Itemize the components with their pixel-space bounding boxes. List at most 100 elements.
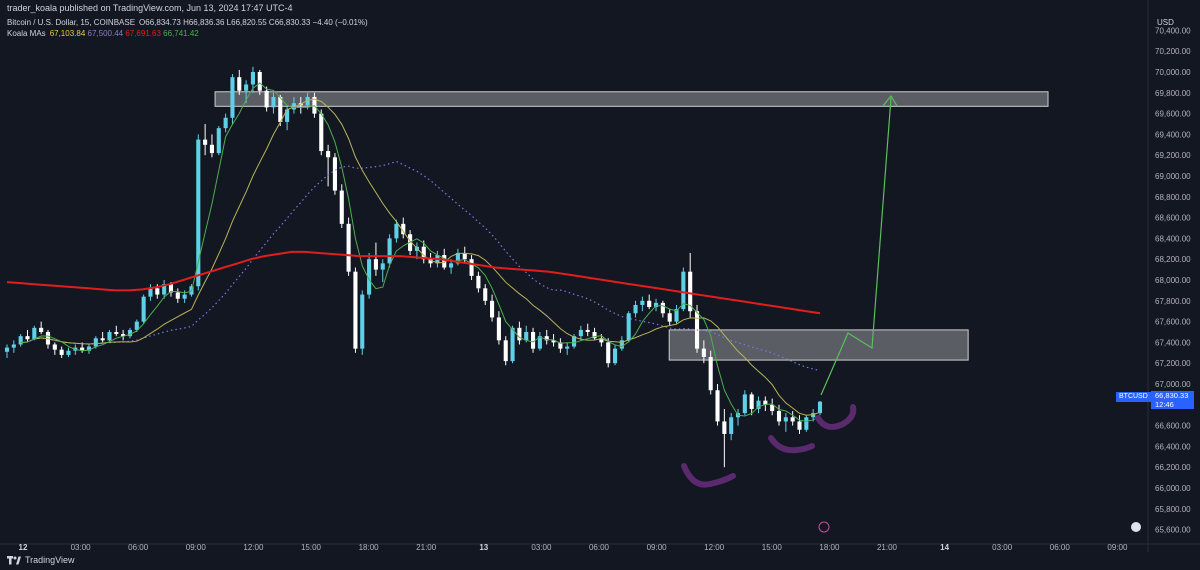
candle-body xyxy=(428,259,433,264)
candle-body xyxy=(551,340,556,343)
footer xyxy=(0,552,1200,570)
candle-body xyxy=(100,338,105,341)
candle-body xyxy=(565,346,570,349)
candle-body xyxy=(127,329,133,337)
y-tick-label: 67,800.00 xyxy=(1155,297,1191,306)
x-tick-label: 09:00 xyxy=(1107,543,1128,552)
projection-arrow xyxy=(820,97,892,396)
y-tick-label: 66,400.00 xyxy=(1155,442,1191,451)
candle-body xyxy=(490,300,495,318)
y-tick-label: 68,800.00 xyxy=(1155,193,1191,202)
indicator-name[interactable]: Koala MAs xyxy=(7,29,46,38)
y-tick-label: 70,200.00 xyxy=(1155,47,1191,56)
tradingview-logo[interactable]: TradingView xyxy=(7,555,75,565)
candle-body xyxy=(483,288,488,301)
candle-body xyxy=(524,332,529,341)
bottom-curve-right xyxy=(815,404,857,430)
candle-body xyxy=(729,417,734,434)
y-tick-label: 68,600.00 xyxy=(1155,214,1191,223)
candle-body xyxy=(244,84,249,91)
candle-body xyxy=(510,327,515,362)
y-tick-label: 69,400.00 xyxy=(1155,130,1191,139)
candle-body xyxy=(756,400,761,409)
candle-body xyxy=(640,300,645,305)
candle-body xyxy=(250,72,255,85)
candle-body xyxy=(681,271,686,310)
candle-body xyxy=(285,109,290,122)
candle-body xyxy=(606,342,611,364)
x-tick-label: 15:00 xyxy=(301,543,322,552)
candle-body xyxy=(380,263,385,270)
candle-body xyxy=(797,421,802,430)
candle-body xyxy=(544,336,549,341)
brand-name: TradingView xyxy=(25,555,75,565)
y-tick-label: 68,200.00 xyxy=(1155,255,1191,264)
tradingview-icon xyxy=(7,555,21,564)
candle-body xyxy=(141,296,146,322)
candle-body xyxy=(326,151,331,158)
x-tick-label: 12:00 xyxy=(704,543,725,552)
candle-body xyxy=(93,338,98,347)
symbol-row: Bitcoin / U.S. Dollar, 15, COINBASE O66,… xyxy=(7,17,368,28)
candle-body xyxy=(114,332,119,335)
candle-body xyxy=(599,338,604,343)
candle-body xyxy=(86,346,92,351)
candle-body xyxy=(612,348,618,364)
ma-red-line xyxy=(6,250,821,315)
ticker-tag: BTCUSD xyxy=(1116,392,1151,402)
candle-body xyxy=(305,96,310,106)
candle-body xyxy=(770,404,775,412)
y-tick-label: 69,800.00 xyxy=(1155,89,1191,98)
y-tick-label: 66,600.00 xyxy=(1155,422,1191,431)
candle-body xyxy=(585,329,590,332)
candle-body xyxy=(708,356,713,391)
candle-body xyxy=(353,271,358,349)
candle-body xyxy=(196,139,201,287)
ma-green-line xyxy=(20,82,821,422)
candle-body xyxy=(278,96,283,122)
candle-body xyxy=(701,348,706,357)
candle-body xyxy=(817,401,823,414)
candle-body xyxy=(339,190,344,224)
x-tick-label: 09:00 xyxy=(186,543,207,552)
bottom-curve-left xyxy=(681,463,736,488)
candle-body xyxy=(230,77,235,118)
candle-body xyxy=(476,275,481,289)
bar-countdown: 12:46 xyxy=(1155,400,1174,409)
candle-body xyxy=(291,103,296,110)
candle-body xyxy=(360,294,365,349)
supply-zone xyxy=(668,329,969,361)
symbol-name[interactable]: Bitcoin / U.S. Dollar, 15, COINBASE xyxy=(7,18,136,27)
candle-body xyxy=(121,334,126,337)
candle-body xyxy=(107,332,112,341)
event-icon xyxy=(818,521,830,533)
y-tick-label: 69,000.00 xyxy=(1155,172,1191,181)
x-tick-label: 18:00 xyxy=(819,543,840,552)
y-tick-label: 67,200.00 xyxy=(1155,359,1191,368)
candle-body xyxy=(647,300,652,308)
candle-body xyxy=(401,223,406,235)
candle-body xyxy=(742,394,747,414)
publisher-line: trader_koala published on TradingView.co… xyxy=(7,3,293,13)
y-tick-label: 65,600.00 xyxy=(1155,526,1191,535)
y-tick-label: 70,000.00 xyxy=(1155,68,1191,77)
flag-icon xyxy=(1131,522,1141,532)
candle-body xyxy=(469,259,474,276)
candle-body xyxy=(592,332,597,339)
candle-body xyxy=(319,113,324,152)
candle-body xyxy=(811,413,816,418)
currency-label[interactable]: USD xyxy=(1157,18,1174,27)
y-tick-label: 67,400.00 xyxy=(1155,338,1191,347)
x-tick-label: 09:00 xyxy=(647,543,668,552)
candle-body xyxy=(346,223,351,272)
candle-body xyxy=(39,327,44,332)
candle-body xyxy=(367,259,372,295)
candle-body xyxy=(168,284,174,293)
candle-body xyxy=(237,77,242,91)
x-tick-label: 06:00 xyxy=(589,543,610,552)
candle-body xyxy=(421,246,426,260)
price-chart[interactable]: 70,400.00 70,200.00 70,000.00 69,800.00 69,6… xyxy=(0,0,1200,552)
y-tick-label: 68,000.00 xyxy=(1155,276,1191,285)
candle-body xyxy=(18,336,23,345)
ma-value: 66,741.42 xyxy=(163,29,199,38)
